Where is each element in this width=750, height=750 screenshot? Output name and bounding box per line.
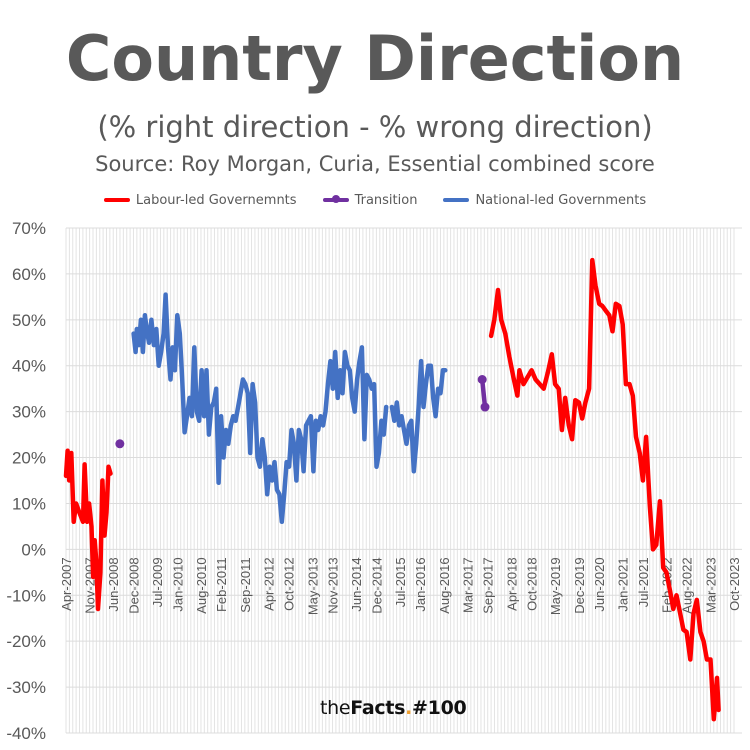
x-tick-label: Mar-2017 [460,557,475,613]
y-tick-label: 0% [21,540,46,559]
series-line-transition [479,377,488,410]
legend-item-transition: Transition [322,192,418,208]
x-tick-label: Jan-2021 [616,557,631,611]
series-line-labour [488,257,721,722]
series-line-national [131,292,389,525]
x-tick-label: Jan-2016 [413,557,428,611]
x-tick-label: Nov-2013 [326,557,341,613]
chart-source: Source: Roy Morgan, Curia, Essential com… [95,152,655,176]
x-tick-label: Apr-2012 [261,557,276,610]
x-tick-label: Jun-2008 [106,557,121,611]
x-tick-label: Jun-2020 [592,557,607,611]
legend-swatch-transition [322,195,349,203]
x-tick-label: May-2013 [305,557,320,615]
x-tick-label: Oct-2018 [525,557,540,610]
data-point-transition [480,402,490,412]
y-tick-label: 50% [12,311,46,330]
x-tick-label: Jun-2014 [349,557,364,611]
y-tick-label: 40% [12,357,46,376]
data-point-transition [115,439,125,449]
y-tick-label: 70% [12,219,46,238]
chart-subtitle: (% right direction - % wrong direction) [97,110,653,144]
x-tick-label: Sep-2017 [481,557,496,613]
y-tick-label: -30% [6,678,46,697]
x-tick-label: Dec-2019 [572,557,587,613]
brand-dot: . [405,697,413,719]
x-tick-label: Aug-2016 [437,557,452,613]
legend-item-labour: Labour-led Governemnts [103,192,297,208]
data-point-transition [477,375,487,384]
legend-item-national: National-led Governments [443,193,646,208]
x-tick-label: Oct-2023 [727,557,742,610]
y-tick-label: -10% [6,586,46,605]
legend: Labour-led Governemnts Transition Nation… [0,189,750,211]
x-tick-label: Jan-2010 [170,557,185,611]
legend-label-national: National-led Governments [475,192,647,208]
legend-swatch-labour [103,198,130,202]
series-line-national [389,358,448,474]
x-tick-label: Dec-2014 [369,557,384,613]
x-tick-label: Dec-2008 [126,557,141,613]
brand-logo: theFacts.#100 [320,697,467,719]
legend-label-labour: Labour-led Governemnts [135,192,297,208]
series-line-labour [63,448,113,612]
x-tick-label: May-2019 [548,557,563,615]
legend-label-transition: Transition [354,192,418,208]
brand-tag: #100 [412,697,467,719]
x-tick-label: Aug-2022 [680,557,695,613]
x-tick-label: Sep-2011 [238,557,253,612]
x-tick-label: Jul-2009 [150,557,165,607]
y-tick-label: -40% [6,724,46,743]
x-tick-label: Feb-2011 [214,557,229,612]
y-tick-label: 10% [12,494,46,513]
x-tick-label: Mar-2023 [703,557,718,613]
x-tick-label: Oct-2012 [282,557,297,610]
x-tick-label: Aug-2010 [194,557,209,613]
x-tick-label: Jul-2021 [636,557,651,607]
y-tick-label: -20% [6,632,46,651]
chart-title: Country Direction [65,22,685,95]
y-tick-label: 30% [12,403,46,422]
x-tick-label: Jul-2015 [393,557,408,607]
y-tick-label: 20% [12,449,46,468]
x-tick-label: Apr-2018 [504,557,519,610]
x-tick-label: Apr-2007 [59,557,74,610]
brand-prefix: the [320,697,351,719]
y-tick-label: 60% [12,265,46,284]
legend-swatch-national [443,198,470,202]
brand-name: Facts [350,697,406,719]
